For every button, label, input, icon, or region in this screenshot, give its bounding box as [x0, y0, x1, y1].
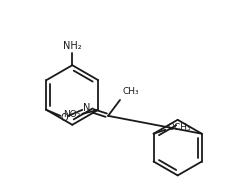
Text: OCH₃: OCH₃ — [168, 123, 191, 132]
Text: NO₂: NO₂ — [63, 110, 80, 119]
Text: NH₂: NH₂ — [63, 41, 82, 51]
Text: O: O — [60, 113, 68, 123]
Text: N: N — [83, 103, 90, 113]
Text: CH₃: CH₃ — [122, 87, 139, 96]
